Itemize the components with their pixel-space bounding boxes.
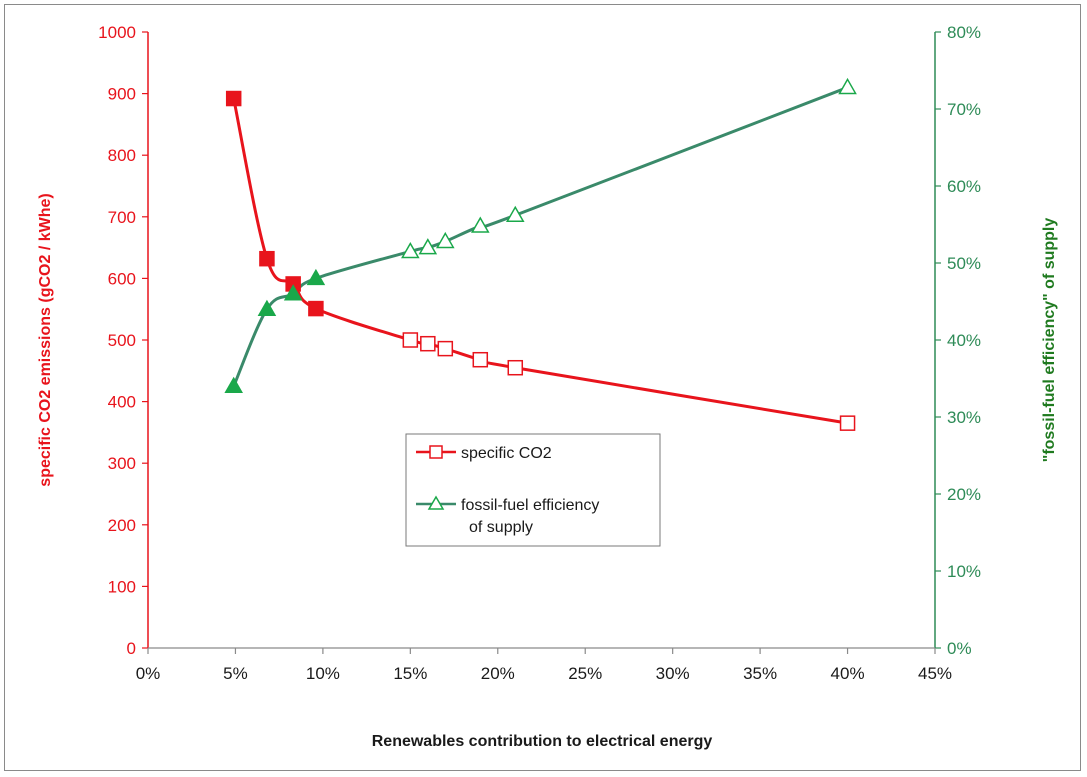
y-right-tick-label: 10% [947,562,981,581]
x-axis-title: Renewables contribution to electrical en… [372,733,713,750]
efficiency-data-point [418,238,438,255]
x-tick-label: 35% [743,664,777,683]
y-left-tick-label: 400 [108,393,136,412]
series-markers [224,77,857,431]
efficiency-series-line [232,86,849,387]
y-left-tick-label: 200 [108,516,136,535]
y-right-tick-label: 40% [947,331,981,350]
efficiency-data-point [505,205,525,223]
series-lines [232,86,849,425]
legend-label-co2: specific CO2 [461,445,552,462]
efficiency-data-point [224,376,243,393]
y-left-tick-label: 600 [108,269,136,288]
x-tick-label: 20% [481,664,515,683]
co2-data-point [402,332,419,348]
co2-data-point [437,340,454,357]
y-left-tick-label: 900 [108,85,136,104]
co2-series-line [232,98,848,425]
y-axis-left-title: specific CO2 emissions (gCO2 / kWhe) [37,193,54,486]
y-right-tick-label: 20% [947,485,981,504]
y-left-tick-label: 500 [108,331,136,350]
co2-data-point [225,90,242,107]
y-left-tick-label: 100 [108,577,136,596]
x-tick-label: 5% [223,664,248,683]
co2-data-point [472,351,489,368]
x-tick-label: 0% [136,664,161,683]
y-right-tick-label: 50% [947,254,981,273]
y-left-tick-label: 800 [108,146,136,165]
y-right-tick-label: 80% [947,23,981,42]
x-tick-label: 25% [568,664,602,683]
chart-frame [4,4,1081,771]
co2-data-point [308,300,324,317]
co2-data-point [259,250,275,267]
y-left-tick-label: 700 [108,208,136,227]
legend-label-efficiency: fossil-fuel efficiency of supply [461,497,604,536]
efficiency-data-point [306,268,326,286]
axes-group: 0 100 200 300 400 500 600 700 800 900 1000 0% 10% 20%… [98,23,981,683]
legend-label-efficiency-line1: fossil-fuel efficiency [461,497,599,514]
legend-label-efficiency-line2: of supply [469,519,533,536]
efficiency-data-point [838,77,857,95]
legend-marker-co2 [429,445,443,459]
y-left-tick-label: 1000 [98,23,136,42]
efficiency-data-point [470,216,490,233]
efficiency-data-point [436,231,455,249]
co2-data-point [507,359,524,376]
x-tick-label: 40% [831,664,865,683]
x-tick-label: 45% [918,664,952,683]
y-right-tick-label: 60% [947,177,981,196]
co2-data-point [839,415,856,431]
x-tick-label: 10% [306,664,340,683]
efficiency-data-point [257,299,277,316]
legend: specific CO2 fossil-fuel efficiency of s… [405,433,661,547]
y-axis-right-title: "fossil-fuel efficiency" of supply [1041,218,1058,463]
efficiency-data-point [283,284,303,301]
legend-marker-efficiency [427,495,445,510]
x-tick-label: 15% [393,664,427,683]
y-right-tick-label: 30% [947,408,981,427]
co2-data-point [420,335,436,352]
y-right-tick-label: 0% [947,639,972,658]
y-right-tick-label: 70% [947,100,981,119]
efficiency-data-point [401,241,420,259]
y-left-tick-label: 300 [108,454,136,473]
y-left-tick-label: 0 [127,639,136,658]
x-tick-label: 30% [656,664,690,683]
